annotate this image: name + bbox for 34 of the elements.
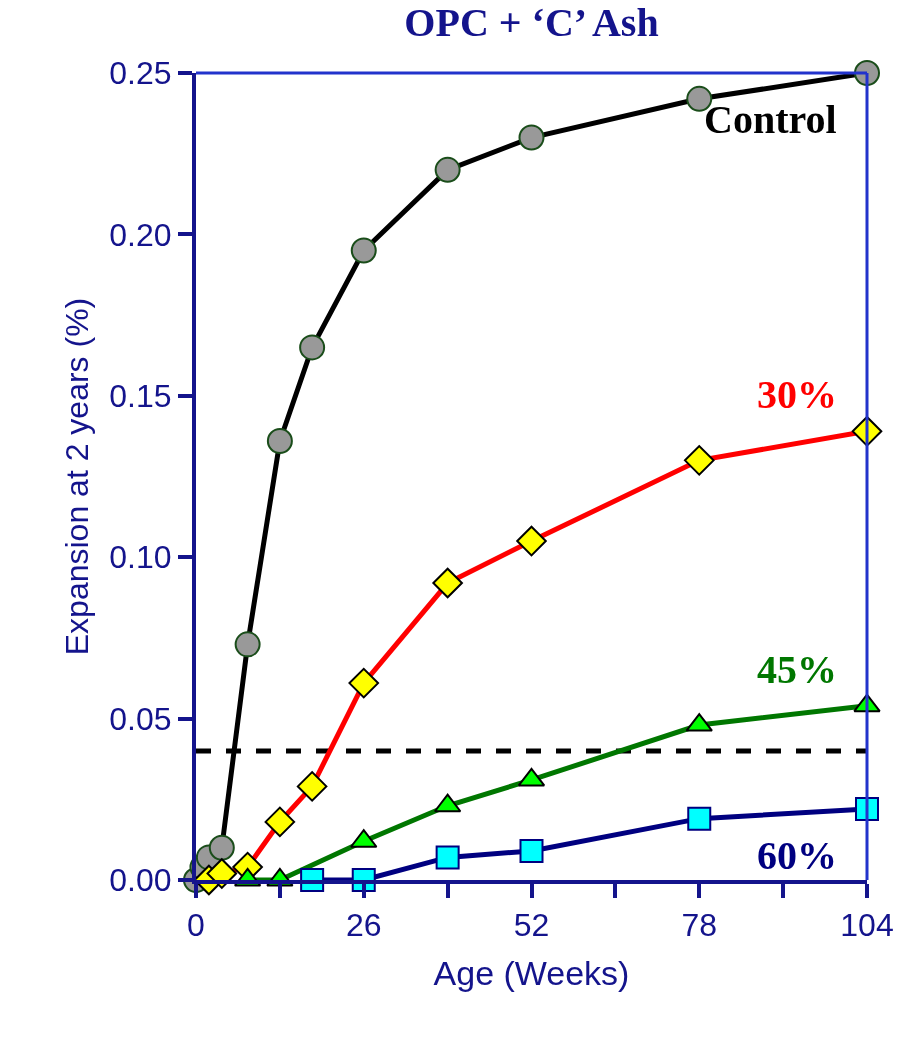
- point: [266, 427, 293, 454]
- y-tick-label: 0.05: [109, 700, 172, 737]
- point: [435, 845, 460, 870]
- point: [434, 156, 461, 183]
- point: [348, 667, 380, 699]
- x-tick-label: 104: [840, 907, 894, 944]
- series-label: Control: [704, 97, 837, 142]
- point: [234, 631, 261, 658]
- x-tick-label: 52: [513, 907, 550, 944]
- chart-title: OPC + ‘C’ Ash: [404, 0, 659, 45]
- series-label: 30%: [757, 372, 837, 417]
- point: [432, 567, 463, 599]
- y-tick-label: 0.15: [109, 378, 172, 414]
- point: [208, 834, 235, 861]
- y-tick-label: 0.10: [109, 539, 172, 576]
- point: [264, 806, 296, 838]
- point: [519, 838, 544, 863]
- x-tick-label: 78: [681, 907, 718, 944]
- point: [683, 445, 715, 476]
- point: [518, 124, 545, 151]
- x-axis-title: Age (Weeks): [433, 954, 630, 993]
- point: [687, 806, 712, 831]
- point: [350, 237, 377, 264]
- point: [296, 771, 328, 802]
- y-tick-label: 0.20: [109, 216, 172, 253]
- series-label: 60%: [757, 833, 837, 878]
- y-tick-label: 0.00: [109, 862, 172, 899]
- y-tick-label: 0.25: [109, 55, 172, 92]
- y-axis-title: Expansion at 2 years (%): [59, 297, 96, 656]
- point: [516, 525, 547, 557]
- series-label: 45%: [757, 647, 837, 692]
- point: [299, 334, 326, 361]
- x-tick-label: 0: [187, 907, 205, 944]
- x-tick-label: 26: [345, 907, 382, 944]
